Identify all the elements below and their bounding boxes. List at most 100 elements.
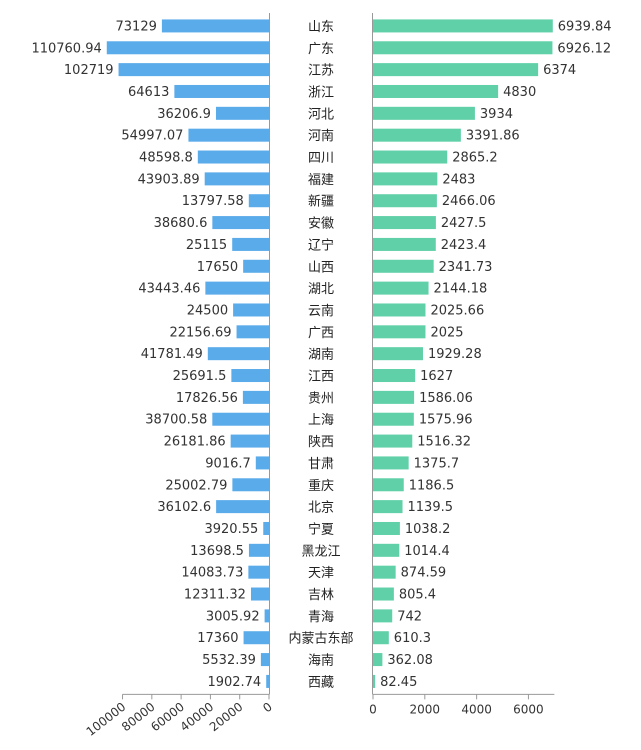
category-label: 黑龙江 — [301, 544, 340, 559]
right-bar-label: 362.08 — [387, 653, 433, 668]
category-labels: 山东广东江苏浙江河北河南四川福建新疆安徽辽宁山西湖北云南广西湖南江西贵州上海陕西… — [288, 20, 353, 690]
left-bar — [230, 434, 269, 448]
left-bar — [207, 347, 269, 361]
left-bar — [106, 41, 269, 55]
right-bar-label: 3934 — [480, 107, 513, 122]
left-bar — [263, 521, 269, 535]
left-bar-label: 12311.32 — [184, 588, 246, 603]
left-bar — [118, 63, 269, 77]
right-bar-label: 2483 — [442, 172, 475, 187]
category-label: 北京 — [308, 501, 334, 516]
left-bar — [264, 609, 269, 623]
right-bar-label: 6926.12 — [557, 41, 611, 56]
left-bar — [212, 216, 269, 230]
left-bar-label: 1902.74 — [207, 675, 261, 690]
left-bar — [266, 674, 269, 688]
left-bar — [248, 543, 269, 557]
left-bar — [174, 84, 269, 98]
right-bar — [373, 325, 426, 339]
left-bar-label: 25691.5 — [173, 369, 227, 384]
category-label: 四川 — [308, 151, 334, 166]
right-bar-label: 1627 — [420, 369, 453, 384]
category-label: 辽宁 — [308, 237, 334, 253]
left-bar-label: 73129 — [116, 19, 157, 34]
category-label: 安徽 — [308, 217, 334, 232]
left-bar-label: 48598.8 — [139, 151, 193, 166]
right-bar-label: 3391.86 — [466, 129, 520, 144]
left-bar-label: 38700.58 — [145, 413, 207, 428]
left-bar-label: 22156.69 — [170, 325, 232, 340]
right-bar — [373, 412, 414, 426]
left-bar-label: 36102.6 — [157, 500, 211, 515]
left-bar — [161, 19, 269, 33]
right-bar — [373, 543, 400, 557]
right-bar — [373, 521, 400, 535]
right-bar-label: 2025.66 — [430, 303, 484, 318]
right-bar — [373, 237, 436, 251]
right-bar-label: 4830 — [503, 85, 536, 100]
category-label: 陕西 — [308, 435, 334, 450]
right-bar — [373, 478, 404, 492]
left-bar-label: 43443.46 — [138, 282, 200, 297]
right-bar — [373, 150, 448, 164]
left-bar-label: 17360 — [197, 631, 238, 646]
right-bar-label: 2466.06 — [442, 194, 496, 209]
left-bar-label: 54997.07 — [121, 129, 183, 144]
right-tick-label: 2000 — [410, 702, 441, 716]
right-bar — [373, 194, 437, 208]
left-bar-label: 38680.6 — [154, 216, 208, 231]
left-bar — [250, 587, 269, 601]
category-label: 西藏 — [308, 675, 334, 690]
left-bar-label: 13698.5 — [190, 544, 244, 559]
right-bar-label: 1375.7 — [414, 456, 460, 471]
right-bar — [373, 106, 475, 120]
right-bar — [373, 63, 539, 77]
right-bar — [373, 674, 376, 688]
right-bar-label: 1575.96 — [419, 413, 473, 428]
right-bar — [373, 456, 409, 470]
left-bar-label: 14083.73 — [181, 566, 243, 581]
right-bar-label: 6939.84 — [558, 19, 612, 34]
right-bar — [373, 259, 434, 273]
right-bar-label: 1014.4 — [404, 544, 450, 559]
category-label: 云南 — [308, 303, 334, 319]
category-label: 山东 — [308, 20, 334, 35]
left-bar-label: 3005.92 — [206, 609, 260, 624]
right-bar — [373, 128, 461, 142]
right-bar — [373, 347, 423, 361]
right-bar — [373, 500, 403, 514]
left-bar — [231, 369, 269, 383]
left-bar — [215, 106, 269, 120]
left-bar-label: 110760.94 — [31, 41, 101, 56]
right-tick-label: 0 — [369, 702, 377, 716]
right-bar-label: 1516.32 — [417, 435, 471, 450]
left-bar — [216, 500, 269, 514]
left-bar-label: 41781.49 — [141, 347, 203, 362]
right-bar-label: 2427.5 — [441, 216, 487, 231]
category-label: 海南 — [308, 653, 334, 669]
left-bar — [232, 478, 269, 492]
left-bar — [188, 128, 269, 142]
right-tick-label: 6000 — [513, 702, 544, 716]
right-bar — [373, 434, 413, 448]
left-bar-label: 17650 — [197, 260, 238, 275]
category-label: 吉林 — [308, 588, 334, 603]
category-label: 宁夏 — [308, 521, 334, 537]
left-bar — [242, 390, 269, 404]
right-bar-label: 874.59 — [401, 566, 447, 581]
category-label: 广西 — [308, 326, 334, 341]
left-bar — [248, 565, 269, 579]
left-bar-label: 102719 — [64, 63, 114, 78]
right-bar-label: 2144.18 — [434, 282, 488, 297]
category-label: 山西 — [308, 260, 334, 275]
right-bar — [373, 303, 426, 317]
right-bar-label: 2865.2 — [452, 151, 498, 166]
left-bar-label: 43903.89 — [138, 172, 200, 187]
right-bar-label: 6374 — [543, 63, 576, 78]
left-bar — [204, 172, 269, 186]
right-bar — [373, 653, 383, 667]
left-bar — [243, 259, 269, 273]
left-bar-label: 36206.9 — [157, 107, 211, 122]
category-label: 上海 — [308, 413, 334, 428]
category-label: 江苏 — [308, 63, 334, 79]
